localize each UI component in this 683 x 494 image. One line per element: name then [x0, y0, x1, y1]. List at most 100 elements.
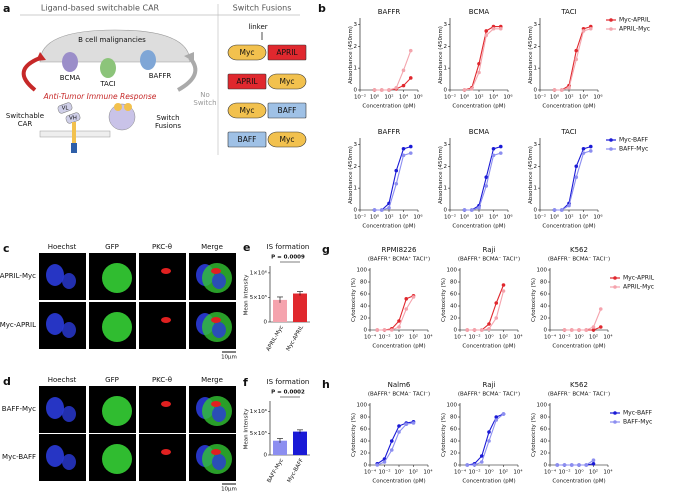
point [379, 208, 384, 212]
micrograph [139, 302, 186, 349]
y-tick-label: 0 [444, 208, 448, 214]
y-tick-label: 100 [357, 268, 368, 274]
y-tick-label: 20 [540, 316, 547, 322]
row-label: Myc-APRIL [0, 321, 36, 329]
y-tick-label: 3 [354, 22, 358, 28]
x-tick-label: 10⁴ [513, 334, 523, 341]
point [559, 88, 564, 92]
y-tick-label: 40 [450, 304, 457, 310]
x-tick-label: 10⁻² [378, 469, 390, 476]
x-tick-label: APRIL-Myc [266, 325, 285, 353]
y-tick-label: 40 [450, 439, 457, 445]
legend-label: Myc-BAFF [619, 137, 649, 144]
curve [467, 290, 505, 331]
y-tick-label: 0 [454, 328, 458, 334]
nucleus [62, 273, 76, 289]
y-tick-label: 1 [534, 186, 538, 192]
nucleus [212, 406, 226, 422]
chart-title: IS formation [267, 243, 310, 251]
point [598, 325, 603, 329]
point [379, 88, 384, 92]
legend-label: BAFF-Myc [619, 146, 648, 153]
nucleus [46, 445, 64, 467]
x-axis-label: Concentration (pM) [362, 104, 415, 110]
chart-title: Raji [483, 381, 496, 389]
curve [464, 152, 501, 211]
x-axis-label: Concentration (pM) [552, 344, 605, 350]
x-tick-label: BAFF-Myc [266, 458, 285, 484]
x-tick-label: 10² [589, 334, 598, 341]
vh-domain [65, 112, 81, 124]
y-tick-label: 100 [447, 268, 458, 274]
panel-letter: g [322, 243, 330, 256]
y-tick-label: 20 [450, 316, 457, 322]
fusion-domain [227, 131, 267, 148]
point [494, 301, 499, 305]
x-tick-label: 10⁶ [593, 214, 603, 221]
chart-subtitle: (BAFFR⁺ BCMA⁻ TACI⁻) [368, 391, 430, 398]
y-tick-label: 3 [354, 142, 358, 148]
y-axis-label: Mean Intensity [244, 408, 250, 449]
y-tick-label: 0 [534, 88, 538, 94]
nucleus [212, 322, 226, 338]
y-tick-label: 80 [540, 280, 547, 286]
point [591, 462, 596, 466]
y-tick-label: 2 [444, 164, 448, 170]
x-tick-label: 10² [564, 214, 573, 221]
y-tick-label: 0 [544, 328, 548, 334]
car-stalk [72, 122, 76, 152]
point [387, 206, 391, 210]
point [577, 463, 581, 467]
synapse [211, 449, 221, 455]
x-tick-label: 10⁴ [603, 469, 613, 476]
x-axis-label: Concentration (pM) [552, 479, 605, 485]
legend-label: Myc-APRIL [619, 17, 651, 24]
x-tick-label: 10⁻² [378, 334, 390, 341]
y-axis-label: Mean Intensity [244, 274, 250, 315]
column-label: PKC-θ [152, 376, 172, 384]
point [552, 208, 557, 212]
point [491, 146, 496, 151]
synapse [211, 317, 221, 323]
point [581, 151, 586, 155]
fusion-label: BAFF [278, 106, 297, 115]
curve [467, 413, 504, 466]
row-label: BAFF-Myc [2, 405, 36, 413]
point [598, 307, 603, 311]
y-tick-label: 40 [360, 439, 367, 445]
point [591, 325, 596, 329]
bar [293, 431, 307, 455]
column-label: Merge [201, 376, 223, 384]
legend-marker [613, 420, 617, 424]
legend-label: Myc-BAFF [623, 410, 653, 417]
point [562, 463, 567, 467]
point [574, 175, 579, 179]
panel-letter: a [3, 2, 10, 15]
y-axis-label: Absorbance (450nm) [438, 146, 444, 204]
point [498, 144, 503, 149]
point [477, 61, 481, 66]
point [484, 175, 489, 179]
legend-marker [609, 138, 613, 142]
x-axis-label: Concentration (pM) [372, 479, 425, 485]
point [494, 415, 499, 419]
fusion-icon [124, 103, 132, 111]
point [389, 328, 394, 332]
y-tick-label: 60 [540, 427, 547, 433]
point [411, 295, 416, 299]
x-tick-label: 10⁻⁴ [364, 469, 377, 476]
curve [374, 77, 412, 91]
row-label: Myc-BAFF [2, 453, 36, 461]
point [552, 88, 557, 92]
x-tick-label: 10⁰ [460, 94, 470, 101]
x-tick-label: Myc-BAFF [286, 458, 305, 484]
y-tick-label: 0 [544, 463, 548, 469]
chart-title: TACI [560, 128, 576, 136]
fusion-domain [227, 102, 267, 119]
point [487, 439, 491, 443]
row-label: APRIL-Myc [0, 272, 36, 280]
point [397, 430, 401, 434]
point [584, 463, 589, 467]
legend-marker [613, 285, 617, 289]
y-tick-label: 0 [444, 88, 448, 94]
